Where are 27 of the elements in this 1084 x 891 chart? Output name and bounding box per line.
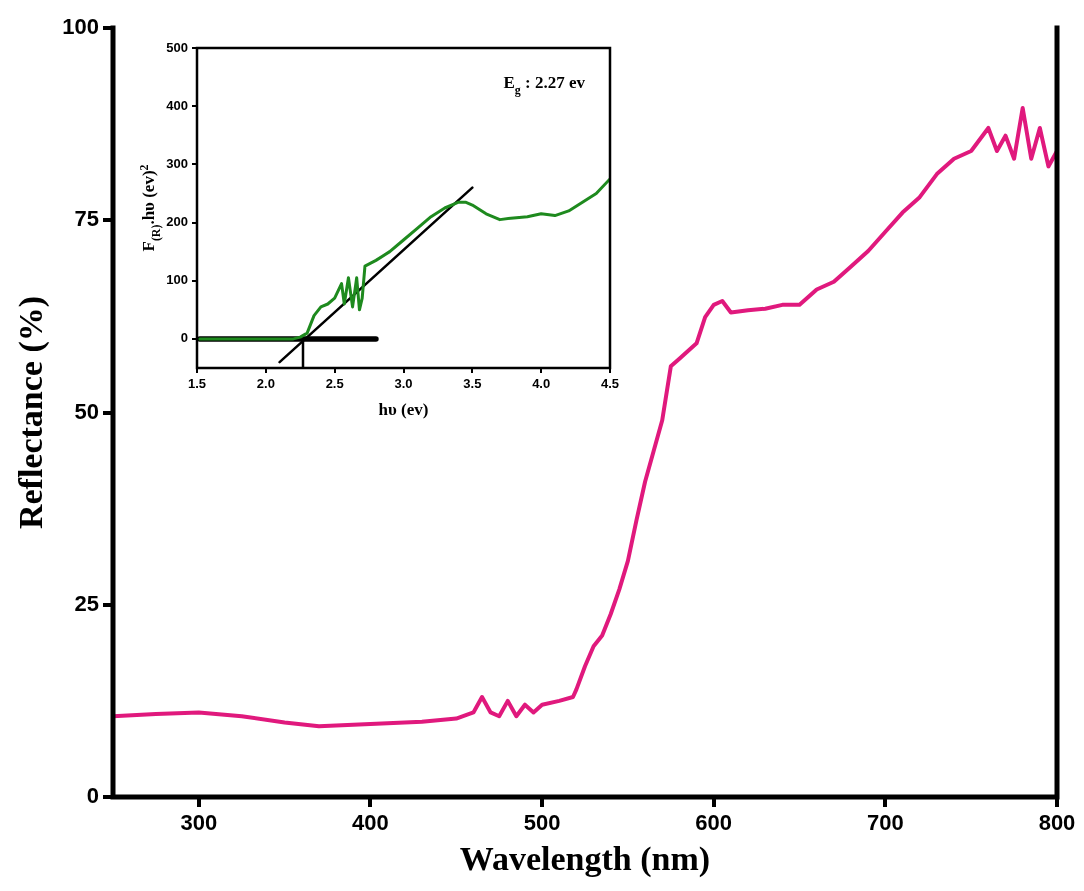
- y-tick-label: 300: [166, 155, 188, 171]
- x-tick-label: 3.0: [394, 376, 413, 392]
- x-axis-title: hυ (ev): [378, 400, 429, 419]
- y-tick-label: 25: [74, 590, 99, 616]
- y-tick-label: 0: [180, 330, 188, 346]
- y-axis-title: Reflectance (%): [12, 295, 50, 530]
- y-tick-label: 500: [166, 39, 188, 55]
- y-tick-label: 75: [74, 206, 99, 232]
- y-tick-label: 0: [86, 783, 99, 809]
- x-tick-label: 800: [1038, 810, 1076, 836]
- x-tick-label: 700: [867, 810, 904, 836]
- x-tick-label: 3.5: [463, 376, 482, 392]
- y-tick-label: 100: [166, 272, 188, 288]
- x-tick-label: 1.5: [187, 376, 207, 392]
- x-tick-label: 600: [695, 810, 733, 836]
- x-tick-label: 4.0: [532, 376, 551, 392]
- x-tick-label: 400: [352, 810, 389, 836]
- y-axis-title: F(R).hυ (ev)2: [137, 164, 163, 252]
- y-tick-label: 200: [166, 214, 188, 230]
- y-tick-label: 100: [62, 14, 99, 40]
- x-axis-title: Wavelength (nm): [459, 840, 711, 878]
- x-tick-label: 500: [523, 810, 561, 836]
- x-tick-label: 2.5: [325, 376, 344, 392]
- y-tick-label: 400: [166, 97, 188, 113]
- y-tick-label: 50: [74, 398, 99, 424]
- x-tick-label: 2.0: [256, 376, 275, 392]
- x-tick-label: 4.5: [600, 376, 620, 392]
